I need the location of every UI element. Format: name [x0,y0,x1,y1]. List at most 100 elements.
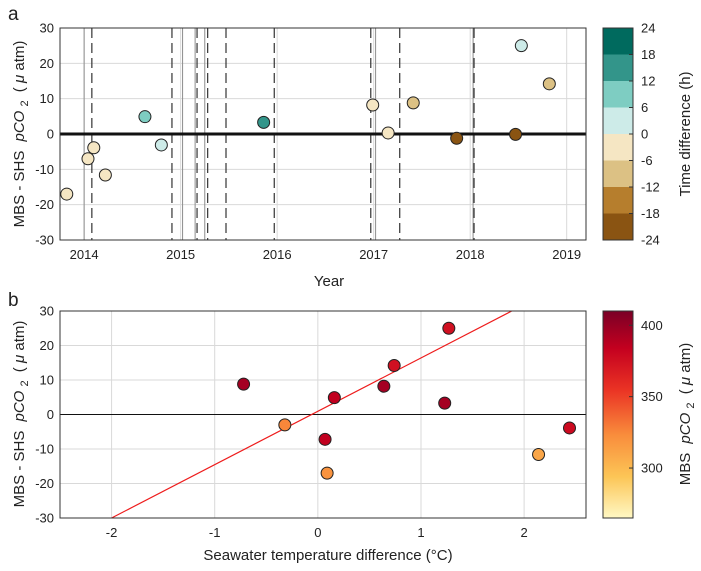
a-colorbar-bin-2 [603,81,633,108]
panel-b-cblabel-prefix: MBS [677,453,694,486]
b-xtick-label-1: -1 [209,525,221,540]
b-point-9 [532,448,546,462]
panel-b-colorbar-ticks: 400 350 300 [629,318,663,476]
a-colorbar-tick-label-2: 12 [641,74,655,89]
panel-a-y-ticks: -30 -20 -10 0 10 20 30 [35,21,54,248]
panel-b-colorbar-label: MBS pCO 2 ( μ atm) [677,343,698,486]
a-colorbar-tick-label-8: -24 [641,233,660,248]
b-point-0 [237,377,251,391]
b-point-6 [387,359,401,373]
panel-a-colorbar [602,27,634,241]
b-colorbar-tick-label-0: 400 [641,318,663,333]
a-point-4 [138,110,152,124]
b-ytick-label-2: -10 [35,442,54,457]
b-point-3 [320,466,334,480]
a-ytick-label-2: -10 [35,162,54,177]
a-ytick-label-6: 30 [40,21,54,36]
a-point-9 [406,96,420,110]
a-colorbar-tick-label-5: -6 [641,153,653,168]
panel-b-ylabel-unit-rest: atm) [11,321,28,351]
panel-a-points [60,39,556,201]
a-point-6 [257,115,271,129]
a-xtick-label-5: 2019 [552,247,581,262]
panel-b-cblabel-mu: μ [677,377,694,386]
a-ytick-label-1: -20 [35,197,54,212]
panel-a-y-axis-label: MBS - SHS pCO 2 ( μ atm) [11,41,32,228]
panel-a-ylabel-sub: 2 [19,100,31,106]
a-point-1 [81,152,95,166]
b-ytick-label-6: 30 [40,304,54,319]
panel-a-ylabel-mu: μ [11,75,28,84]
a-point-0 [60,187,74,201]
a-xtick-label-2: 2016 [263,247,292,262]
panel-a-ylabel-prefix: MBS - SHS [11,151,28,228]
a-point-11 [509,127,523,141]
a-colorbar-bin-1 [603,54,633,81]
panel-b-ylabel-unit-open: ( [11,367,28,372]
b-point-7 [438,396,452,410]
panel-b-cblabel-var: pCO [677,412,694,444]
b-ytick-label-4: 10 [40,373,54,388]
a-ytick-label-0: -30 [35,233,54,248]
panel-b-x-axis-label: Seawater temperature difference (°C) [203,547,452,564]
panel-a: a 2014 2015 2016 2017 2018 2019 -30-20-100102… [8,4,694,290]
a-colorbar-tick-label-1: 18 [641,47,655,62]
a-point-7 [366,98,380,112]
a-xtick-label-4: 2018 [456,247,485,262]
panel-a-colorbar-label: Time difference (h) [677,71,694,196]
panel-b-ylabel-sub: 2 [19,380,31,386]
panel-b-x-ticks: -2 -1 0 1 2 [106,525,528,540]
panel-b-cblabel-sub: 2 [685,402,697,408]
panel-a-ylabel-unit-rest: atm) [11,41,28,71]
panel-a-x-axis-label: Year [314,273,344,290]
b-xtick-label-3: 1 [417,525,424,540]
b-colorbar-tick-label-2: 300 [641,461,663,476]
b-ytick-label-0: -30 [35,511,54,526]
a-point-8 [381,126,395,140]
a-point-10 [450,131,464,145]
panel-b-cblabel-unit-rest: atm) [677,343,694,373]
panel-b-colorbar [602,310,634,519]
panel-b-cblabel-unit-open: ( [677,389,694,394]
a-colorbar-tick-label-0: 24 [641,21,655,36]
panel-a-axes-box [59,27,587,241]
a-colorbar-tick-label-4: 0 [641,127,648,142]
b-point-2 [318,432,332,446]
a-point-13 [542,77,556,91]
b-xtick-label-4: 2 [521,525,528,540]
b-ytick-label-3: 0 [47,407,54,422]
a-ytick-label-4: 10 [40,91,54,106]
a-colorbar-tick-label-3: 6 [641,100,648,115]
b-xtick-label-2: 0 [314,525,321,540]
a-colorbar-bin-0 [603,28,633,55]
b-point-5 [377,379,391,393]
panel-b-points [237,321,576,480]
a-ytick-label-3: 0 [47,127,54,142]
panel-b-fit-line [111,310,513,519]
panel-a-letter: a [8,4,19,25]
b-point-10 [562,421,576,435]
a-colorbar-bin-7 [603,213,633,240]
b-point-8 [442,321,456,335]
panel-a-x-ticks: 2014 2015 2016 2017 2018 2019 [70,247,581,262]
panel-b-ylabel-var: pCO [11,390,28,422]
panel-a-ylabel-var: pCO [11,110,28,142]
panel-b-axes-box [59,310,587,519]
a-point-12 [514,39,528,53]
a-colorbar-bin-3 [603,107,633,134]
a-ytick-label-5: 20 [40,56,54,71]
b-point-1 [278,418,292,432]
panel-a-ylabel-unit-open: ( [11,87,28,92]
b-ytick-label-5: 20 [40,338,54,353]
a-xtick-label-1: 2015 [166,247,195,262]
a-colorbar-bin-5 [603,160,633,187]
a-colorbar-tick-label-7: -18 [641,206,660,221]
b-colorbar-tick-label-1: 350 [641,389,663,404]
a-xtick-label-3: 2017 [359,247,388,262]
panel-b-y-axis-label: MBS - SHS pCO 2 ( μ atm) [11,321,32,508]
panel-b-ylabel-prefix: MBS - SHS [11,431,28,508]
b-ytick-label-1: -20 [35,476,54,491]
panel-b-letter: b [8,290,19,311]
